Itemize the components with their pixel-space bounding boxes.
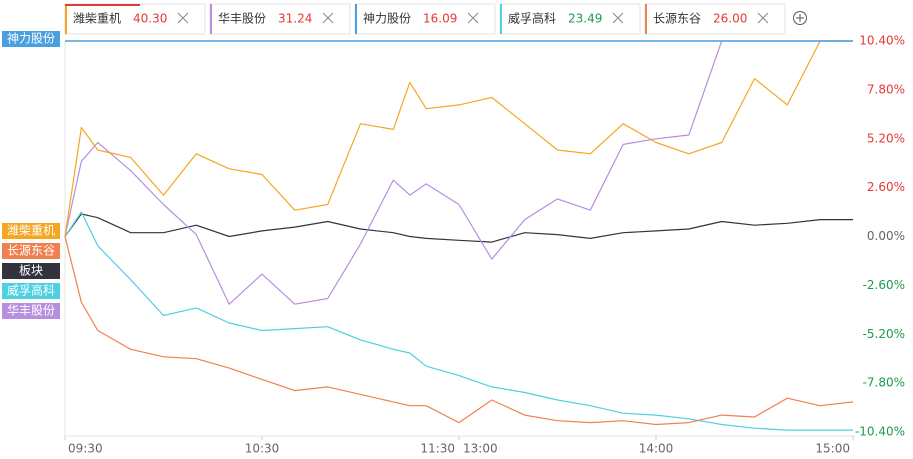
tab-close[interactable] — [322, 12, 334, 24]
tab-price: 26.00 — [713, 12, 747, 26]
legend-label: 威孚高科 — [7, 283, 55, 298]
legend-tag — [2, 31, 60, 47]
x-tick-label: 15:00 — [815, 442, 850, 456]
legend-tag — [2, 263, 60, 279]
tab-name: 威孚高科 — [508, 11, 556, 26]
y-tick-label: 2.60% — [867, 180, 905, 194]
y-tick-label: 10.40% — [859, 34, 905, 48]
y-tick-label: -2.60% — [863, 278, 905, 292]
x-tick-label: 10:30 — [245, 442, 280, 456]
series-line — [64, 236, 854, 426]
legend-tag — [2, 303, 60, 319]
legend-tag — [2, 283, 60, 299]
tab-name: 神力股份 — [363, 12, 411, 26]
x-tick-label: 14:00 — [639, 442, 674, 456]
legend-label: 神力股份 — [7, 32, 55, 46]
tab-color-bar — [500, 4, 502, 34]
y-tick-label: -10.40% — [855, 425, 905, 439]
tab-color-bar — [355, 4, 357, 34]
x-tick-label: 09:30 — [68, 442, 103, 456]
tab-price: 23.49 — [568, 12, 602, 26]
tab-bar: 潍柴重机 40.30 华丰股份 31.24 神力股份 16.09 威孚高科 23.49 长源东谷… — [64, 3, 786, 35]
series-line — [64, 40, 853, 305]
y-tick-label: -7.80% — [863, 376, 905, 390]
x-tick-label: 13:00 — [463, 442, 498, 456]
series-line — [64, 213, 853, 243]
tab-price: 16.09 — [423, 12, 457, 26]
add-button[interactable] — [793, 11, 807, 25]
legend-label: 华丰股份 — [7, 304, 55, 318]
tab-name: 潍柴重机 — [73, 12, 121, 26]
tab-color-bar — [645, 4, 647, 34]
legend-label: 潍柴重机 — [7, 224, 55, 238]
tab-close[interactable] — [177, 12, 189, 24]
x-tick-label: 11:30 — [420, 442, 455, 456]
y-tick-label: -5.20% — [863, 327, 905, 341]
series-line — [64, 40, 853, 237]
tab-close[interactable] — [612, 12, 624, 24]
tab[interactable] — [354, 3, 496, 35]
tab-price: 31.24 — [278, 12, 312, 26]
tab-color-bar — [65, 4, 67, 34]
tab-name: 华丰股份 — [218, 12, 266, 26]
legend-tag — [2, 223, 60, 239]
tab-color-bar — [210, 4, 212, 34]
series-line — [64, 211, 853, 431]
legend-tag — [2, 243, 60, 259]
tab-price: 40.30 — [133, 12, 167, 26]
tab-name: 长源东谷 — [653, 12, 701, 26]
y-tick-label: 7.80% — [867, 82, 905, 96]
y-tick-label: 0.00% — [867, 229, 905, 243]
legend-label: 长源东谷 — [7, 244, 55, 258]
tab-close[interactable] — [467, 12, 479, 24]
legend-label: 板块 — [19, 264, 43, 278]
add-icon — [796, 14, 804, 22]
tab-close[interactable] — [757, 12, 769, 24]
tab-active-bar — [65, 4, 140, 6]
y-tick-label: 5.20% — [867, 131, 905, 145]
